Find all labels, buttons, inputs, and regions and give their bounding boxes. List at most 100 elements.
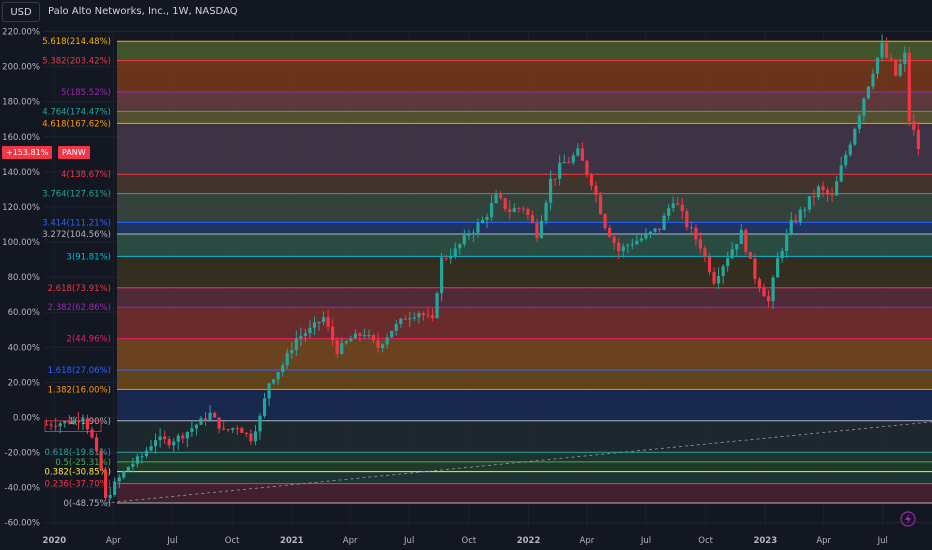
candle-body bbox=[108, 494, 112, 499]
candle-body bbox=[821, 186, 825, 191]
candle-body bbox=[571, 155, 575, 163]
candle-body bbox=[126, 466, 130, 472]
x-tick-label: Apr bbox=[343, 536, 358, 546]
fib-label: 1.382(16.00%) bbox=[48, 385, 111, 395]
candle-body bbox=[657, 228, 662, 231]
candle-body bbox=[81, 418, 85, 422]
y-tick-label: 80.00% bbox=[8, 273, 40, 283]
fib-band bbox=[117, 222, 932, 235]
candle-body bbox=[717, 276, 721, 284]
candle-body bbox=[163, 436, 167, 440]
fib-label: 4.764(174.47%) bbox=[42, 107, 111, 117]
candle-body bbox=[90, 429, 94, 438]
candle-body bbox=[367, 335, 371, 337]
candle-body bbox=[58, 423, 62, 427]
candle-body bbox=[517, 208, 521, 210]
candle-body bbox=[707, 256, 712, 272]
candle-body bbox=[321, 317, 326, 322]
candle-body bbox=[594, 185, 598, 195]
fib-band bbox=[117, 41, 932, 61]
y-tick-label: 140.00% bbox=[2, 168, 40, 178]
x-axis: 2020 Apr Jul Oct 2021 Apr Jul Oct 2022 Apr Jul Oct 2… bbox=[43, 536, 888, 546]
candle-body bbox=[530, 215, 535, 223]
candle-body bbox=[172, 441, 176, 446]
x-tick-label: 2021 bbox=[280, 536, 304, 546]
candle-body bbox=[45, 424, 49, 426]
candle-body bbox=[844, 154, 848, 166]
candle-body bbox=[521, 208, 525, 210]
candle-body bbox=[99, 450, 103, 470]
candle-body bbox=[303, 333, 307, 336]
candle-body bbox=[217, 417, 221, 429]
x-tick-label: Jul bbox=[166, 536, 177, 546]
candle-body bbox=[458, 244, 462, 249]
candle-body bbox=[835, 181, 839, 196]
candle-body bbox=[757, 279, 762, 288]
candle-body bbox=[262, 398, 267, 416]
x-tick-label: Apr bbox=[816, 536, 831, 546]
candle-body bbox=[244, 432, 248, 434]
candle-body bbox=[199, 418, 203, 425]
candle-body bbox=[512, 208, 516, 213]
y-tick-label: 120.00% bbox=[2, 203, 40, 213]
candle-body bbox=[712, 271, 716, 284]
candle-body bbox=[222, 428, 226, 430]
candle-body bbox=[539, 220, 544, 238]
fib-band bbox=[117, 287, 932, 308]
candle-body bbox=[381, 344, 385, 348]
candle-body bbox=[894, 59, 898, 76]
y-tick-label: 40.00% bbox=[8, 343, 40, 353]
candle-body bbox=[194, 424, 199, 429]
y-tick-label: 160.00% bbox=[2, 133, 40, 143]
candle-body bbox=[435, 293, 439, 318]
x-tick-label: 2023 bbox=[753, 536, 777, 546]
candle-body bbox=[340, 343, 344, 354]
fib-band bbox=[117, 256, 932, 288]
candle-body bbox=[739, 229, 743, 245]
candle-body bbox=[807, 196, 811, 210]
candle-body bbox=[508, 209, 512, 213]
candle-body bbox=[181, 435, 185, 439]
candle-body bbox=[335, 340, 339, 354]
y-axis: 220.00% 200.00% 180.00% 160.00% 140.00% 120.0… bbox=[2, 28, 40, 529]
candle-body bbox=[453, 248, 457, 257]
candle-body bbox=[744, 229, 748, 252]
candle-body bbox=[167, 439, 171, 446]
candle-body bbox=[185, 431, 189, 439]
y-tick-label: -60.00% bbox=[5, 519, 40, 529]
candle-body bbox=[598, 194, 603, 215]
candle-body bbox=[635, 240, 639, 245]
candle-body bbox=[771, 277, 775, 302]
candle-body bbox=[285, 353, 289, 366]
candle-body bbox=[603, 214, 607, 228]
candle-body bbox=[698, 239, 703, 249]
candle-body bbox=[85, 418, 90, 430]
x-tick-label: Apr bbox=[106, 536, 121, 546]
candle-body bbox=[816, 186, 821, 198]
candle-body bbox=[889, 57, 893, 60]
fib-band bbox=[117, 123, 932, 175]
candle-body bbox=[494, 194, 498, 204]
candle-body bbox=[726, 258, 730, 267]
currency-button[interactable]: USD bbox=[2, 2, 40, 22]
candle-body bbox=[730, 249, 734, 259]
candle-body bbox=[149, 446, 153, 451]
fib-label: 5.618(214.48%) bbox=[42, 37, 111, 47]
candle-body bbox=[376, 340, 380, 348]
fib-label: 2.618(73.91%) bbox=[48, 284, 111, 294]
candle-body bbox=[258, 415, 262, 432]
candle-body bbox=[621, 246, 625, 252]
fib-band bbox=[117, 92, 932, 112]
candle-body bbox=[689, 227, 693, 229]
candle-body bbox=[331, 326, 335, 341]
symbol-title: Palo Alto Networks, Inc., 1W, NASDAQ bbox=[48, 6, 238, 17]
candle-body bbox=[880, 42, 884, 58]
lightning-icon[interactable] bbox=[900, 511, 916, 527]
candle-body bbox=[153, 440, 158, 447]
candle-body bbox=[489, 203, 494, 218]
candle-body bbox=[803, 209, 807, 211]
fib-bands bbox=[117, 41, 932, 503]
candle-body bbox=[648, 231, 653, 235]
candle-body bbox=[875, 57, 880, 74]
